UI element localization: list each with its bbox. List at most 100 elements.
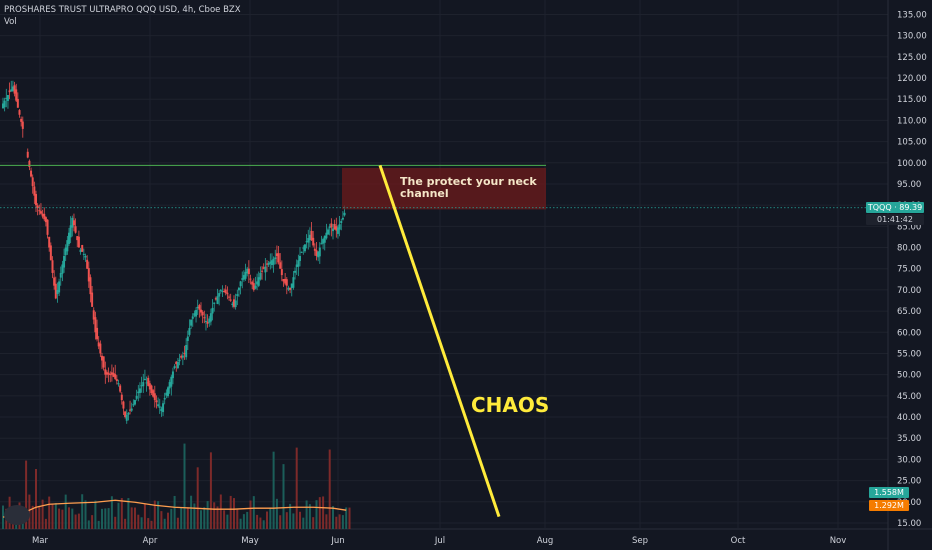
candle-body xyxy=(138,388,141,393)
candle-body xyxy=(262,267,265,269)
candle-body xyxy=(153,393,156,401)
candle-body xyxy=(63,256,66,268)
candle-body xyxy=(49,245,52,261)
y-tick-label: 75.00 xyxy=(897,265,921,275)
candle-body xyxy=(219,289,222,291)
candle-body xyxy=(31,177,34,187)
y-tick-label: 60.00 xyxy=(897,328,921,338)
volume-bar xyxy=(186,507,189,529)
candle-body xyxy=(323,235,326,243)
candle-body xyxy=(2,103,4,109)
candle-body xyxy=(68,232,70,244)
volume-bar xyxy=(84,500,87,529)
candle-body xyxy=(244,271,247,279)
candle-body xyxy=(64,247,67,256)
candle-body xyxy=(87,268,90,282)
candle-body xyxy=(223,291,226,293)
y-tick-label: 65.00 xyxy=(897,307,921,317)
zone-annotation: The protect your neck channel xyxy=(400,175,537,200)
volume-bar xyxy=(246,511,249,529)
volume-bar xyxy=(77,513,80,529)
candle-body xyxy=(277,253,280,263)
volume-bar xyxy=(74,514,77,529)
y-tick-label: 100.00 xyxy=(897,159,927,169)
candle-body xyxy=(233,299,235,307)
y-tick-label: 95.00 xyxy=(897,180,921,190)
volume-bar xyxy=(322,496,325,529)
volume-bar xyxy=(110,496,113,529)
volume-bar xyxy=(252,496,255,529)
y-tick-label: 110.00 xyxy=(897,116,927,126)
candle-body xyxy=(173,366,176,368)
volume-bar xyxy=(299,511,301,529)
candle-body xyxy=(341,217,344,220)
candle-body xyxy=(211,307,214,314)
volume-bar xyxy=(249,500,252,529)
x-tick-label: Oct xyxy=(731,536,746,546)
volume-bar xyxy=(2,505,4,529)
candle-body xyxy=(140,385,143,387)
volume-bar xyxy=(140,517,143,529)
candle-body xyxy=(41,213,44,217)
candle-body xyxy=(110,372,113,375)
volume-bar xyxy=(81,494,84,529)
candle-body xyxy=(307,238,310,243)
volume-bar xyxy=(223,510,226,529)
countdown-tag: 01:41:42 xyxy=(866,214,924,225)
candle-body xyxy=(320,243,323,245)
volume-bar xyxy=(193,503,196,529)
volume-bar xyxy=(196,467,199,529)
x-tick-label: Jun xyxy=(330,536,344,546)
candle-body xyxy=(137,391,140,394)
volume-bar xyxy=(137,514,140,529)
volume-bar xyxy=(272,451,275,529)
candle-body xyxy=(82,253,85,255)
candle-body xyxy=(266,263,268,265)
y-tick-label: 15.00 xyxy=(897,519,921,529)
tradingview-logo-icon xyxy=(4,505,30,525)
volume-bar xyxy=(114,516,117,529)
volume-bar xyxy=(312,517,315,529)
volume-bar xyxy=(61,509,64,529)
candle-body xyxy=(102,356,105,368)
volume-bar xyxy=(35,469,37,529)
candle-body xyxy=(148,383,151,390)
x-tick-label: Jul xyxy=(434,536,445,546)
candle-body xyxy=(18,110,21,115)
candle-body xyxy=(92,310,95,320)
candle-body xyxy=(336,227,339,234)
candle-body xyxy=(99,343,102,354)
candle-body xyxy=(61,264,64,274)
y-tick-label: 25.00 xyxy=(897,477,921,487)
volume-bar xyxy=(295,447,298,529)
volume-bar xyxy=(71,508,74,529)
volume-bar xyxy=(262,520,265,529)
candle-body xyxy=(112,372,115,377)
candle-body xyxy=(167,387,169,397)
candle-body xyxy=(224,289,227,294)
volume-bar xyxy=(256,514,259,529)
y-tick-label: 55.00 xyxy=(897,349,921,359)
volume-bar xyxy=(242,514,245,529)
candle-body xyxy=(203,317,206,319)
volume-bar xyxy=(269,507,272,529)
candle-body xyxy=(303,244,306,252)
candle-body xyxy=(229,299,232,301)
candle-body xyxy=(290,283,293,289)
candle-body xyxy=(279,262,282,269)
candle-body xyxy=(163,397,166,400)
volume-bar xyxy=(38,505,41,529)
volume-bar xyxy=(160,511,163,529)
volume-bar xyxy=(335,516,338,529)
candle-body xyxy=(6,95,9,101)
volume-bar xyxy=(143,503,146,529)
candle-body xyxy=(231,303,234,305)
candle-body xyxy=(191,316,194,319)
candle-body xyxy=(216,296,219,304)
chart-title: PROSHARES TRUST ULTRAPRO QQQ USD, 4h, Cb… xyxy=(4,5,241,15)
candle-body xyxy=(340,221,343,224)
y-tick-label: 45.00 xyxy=(897,392,921,402)
candle-body xyxy=(294,270,297,273)
